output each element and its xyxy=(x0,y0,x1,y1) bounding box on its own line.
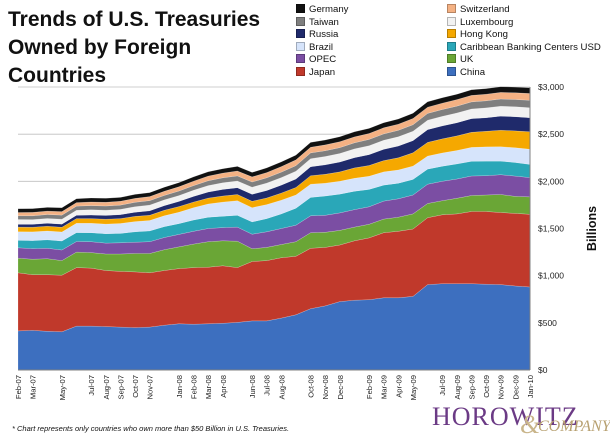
x-tick-label: Aug-08 xyxy=(277,375,286,400)
logo-main-text: HOROWITZ xyxy=(432,402,579,431)
x-tick-label: Jul-09 xyxy=(438,375,447,396)
x-tick-label: Nov-08 xyxy=(321,375,330,399)
legend-item-germany: Germany xyxy=(296,4,348,15)
x-tick-label: Aug-09 xyxy=(453,375,462,400)
legend-label: Hong Kong xyxy=(460,29,509,41)
legend-label: Luxembourg xyxy=(460,16,514,28)
legend-swatch xyxy=(296,67,305,76)
x-tick-label: Mar-09 xyxy=(380,375,389,399)
x-tick-label: Sep-07 xyxy=(116,375,125,400)
x-tick-label: Apr-09 xyxy=(394,375,403,398)
x-tick-label: Jul-07 xyxy=(87,375,96,396)
legend-label: Switzerland xyxy=(460,4,510,15)
legend-label: Russia xyxy=(309,29,339,41)
x-tick-label: Mar-07 xyxy=(29,375,38,399)
logo-sub-text: COMPANY xyxy=(538,418,610,435)
legend-swatch xyxy=(296,16,305,26)
x-tick-label: Dec-09 xyxy=(511,375,520,399)
y-tick-label: $1,000 xyxy=(538,271,564,281)
logo-ampersand: & xyxy=(520,410,541,439)
legend-swatch xyxy=(447,4,456,13)
x-tick-label: Mar-08 xyxy=(204,375,213,399)
x-tick-label: Aug-07 xyxy=(102,375,111,400)
x-tick-label: Jan-10 xyxy=(526,375,535,398)
legend-swatch xyxy=(447,41,456,51)
x-tick-label: Sep-09 xyxy=(468,375,477,400)
y-tick-label: $500 xyxy=(538,318,557,328)
company-logo: HOROWITZ & COMPANY xyxy=(432,402,610,440)
x-tick-label: Nov-09 xyxy=(497,375,506,399)
x-tick-label: Jul-08 xyxy=(263,375,272,396)
legend-swatch xyxy=(296,41,305,51)
x-tick-label: Apr-08 xyxy=(219,375,228,398)
footnote: * Chart represents only countries who ow… xyxy=(12,424,290,433)
x-tick-label: Oct-07 xyxy=(131,375,140,398)
legend-label: UK xyxy=(460,54,474,66)
chart-title: Trends of U.S. Treasuries Owned by Forei… xyxy=(8,8,261,87)
legend-item-hong-kong: Hong Kong xyxy=(447,29,508,40)
x-tick-label: Jan-08 xyxy=(175,375,184,398)
legend-item-uk: UK xyxy=(447,54,473,65)
legend-label: Brazil xyxy=(309,41,333,53)
y-axis-title: Billions xyxy=(585,206,599,251)
legend-item-luxembourg: Luxembourg xyxy=(447,16,514,28)
x-tick-label: May-09 xyxy=(409,375,418,400)
legend-item-taiwan: Taiwan xyxy=(296,16,339,28)
legend-item-japan: Japan xyxy=(296,67,335,78)
legend-item-china: China xyxy=(447,67,485,78)
legend-label: Germany xyxy=(309,4,349,15)
legend-swatch xyxy=(296,29,305,39)
legend-item-caribbean-banking-centers-usd: Caribbean Banking Centers USD xyxy=(447,41,601,53)
legend-label: Caribbean Banking Centers USD xyxy=(460,41,601,53)
x-tick-label: Feb-07 xyxy=(14,375,23,399)
legend-swatch xyxy=(447,54,456,64)
legend-swatch xyxy=(447,16,456,26)
legend-item-opec: OPEC xyxy=(296,54,336,65)
y-tick-label: $2,500 xyxy=(538,129,564,139)
y-tick-label: $1,500 xyxy=(538,224,564,234)
x-tick-label: Oct-09 xyxy=(482,375,491,398)
legend-swatch xyxy=(447,67,456,76)
y-tick-label: $2,000 xyxy=(538,176,564,186)
legend-swatch xyxy=(296,54,305,64)
legend-label: China xyxy=(460,67,486,78)
x-tick-label: Nov-07 xyxy=(146,375,155,399)
legend-label: OPEC xyxy=(309,54,337,66)
legend-label: Taiwan xyxy=(309,16,339,28)
y-tick-label: $0 xyxy=(538,365,548,375)
x-tick-label: May-07 xyxy=(58,375,67,400)
legend-item-brazil: Brazil xyxy=(296,41,333,53)
x-tick-label: Feb-08 xyxy=(190,375,199,399)
legend-swatch xyxy=(296,4,305,13)
legend-item-switzerland: Switzerland xyxy=(447,4,510,15)
x-tick-label: Oct-08 xyxy=(307,375,316,398)
legend-item-russia: Russia xyxy=(296,29,338,40)
x-tick-label: Jun-08 xyxy=(248,375,257,398)
x-tick-label: Feb-09 xyxy=(365,375,374,399)
legend-label: Japan xyxy=(309,67,336,78)
y-tick-label: $3,000 xyxy=(538,82,564,92)
x-tick-label: Dec-08 xyxy=(336,375,345,399)
legend-swatch xyxy=(447,29,456,39)
